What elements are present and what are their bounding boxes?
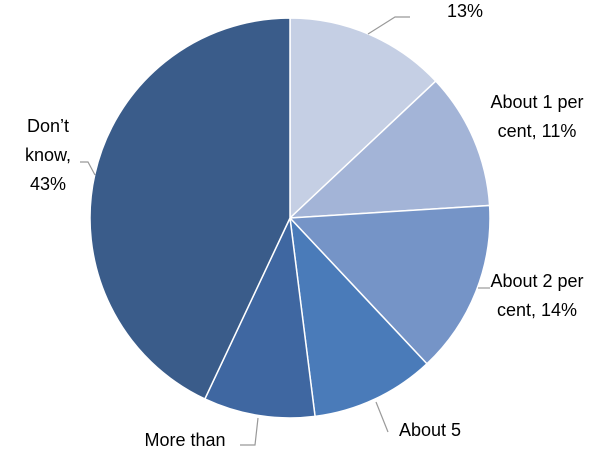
slice-label: About 5 [380,416,480,445]
category-label: About 1 per cent, [490,92,584,141]
pie-slice [288,215,428,418]
pie-slice [203,215,316,419]
value-label: 13% [446,1,484,21]
pie-slice [287,80,491,219]
leader-line [367,16,410,35]
slice-label: About 1 per cent, 11% [487,88,587,146]
slice-label: About 2 per cent, 14% [487,267,587,325]
leader-line [80,161,96,176]
value-label: 11% [541,121,577,141]
category-label: Don’t know, [24,116,72,165]
leader-line [240,417,259,446]
slice-label: More than [130,426,240,455]
category-label: About 2 per cent, [490,271,584,320]
category-label: More than [144,430,226,450]
value-label: 14% [541,300,578,320]
category-label: About 5 [398,420,462,440]
leader-line [375,401,389,433]
value-label: 43% [29,174,67,194]
pie-slice [288,204,491,365]
slice-label: 13% [425,0,505,26]
pie-slice [289,17,437,220]
slice-label: Don’t know, 43% [16,112,80,199]
